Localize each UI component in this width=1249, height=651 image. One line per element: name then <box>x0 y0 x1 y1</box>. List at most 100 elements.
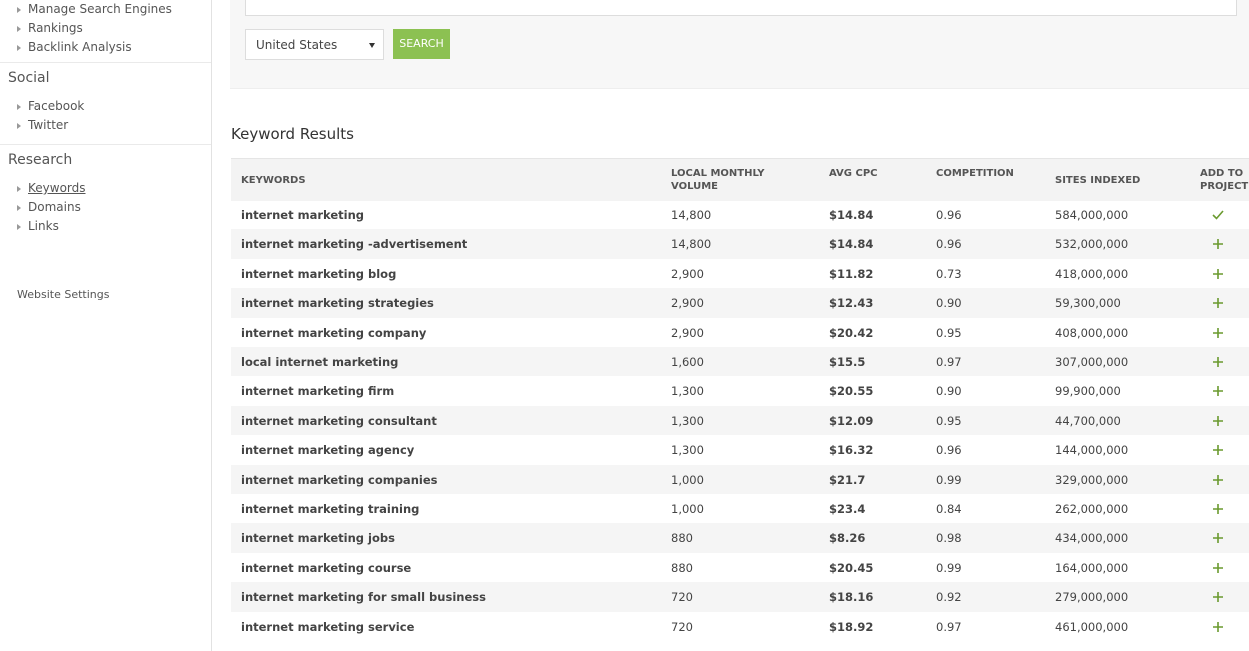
settings-link[interactable]: Website Settings <box>17 288 110 301</box>
result-cell: $18.16 <box>829 590 874 605</box>
nav-link[interactable]: Rankings <box>28 21 83 35</box>
result-cell: 2,900 <box>671 325 704 340</box>
result-cell: 59,300,000 <box>1055 296 1121 311</box>
result-cell: 461,000,000 <box>1055 619 1129 634</box>
nav-arrow <box>17 26 21 32</box>
result-cell: $20.45 <box>829 560 874 575</box>
nav-link[interactable]: Manage Search Engines <box>28 2 172 16</box>
result-cell: 0.97 <box>936 355 962 369</box>
result-cell: 880 <box>671 560 693 575</box>
add-icon[interactable] <box>1211 267 1225 281</box>
result-cell: 0.99 <box>936 472 962 487</box>
result-cell: internet marketing service <box>241 619 415 634</box>
result-cell: 44,700,000 <box>1055 413 1121 428</box>
nav-arrow <box>17 7 21 13</box>
result-cell: $20.42 <box>829 325 874 340</box>
result-cell: 279,000,000 <box>1055 590 1129 605</box>
nav-arrow <box>17 186 21 192</box>
result-cell: $12.43 <box>829 296 874 311</box>
result-cell: internet marketing companies <box>241 472 438 487</box>
result-cell: 1,300 <box>671 413 704 428</box>
icon-shape <box>1213 445 1223 456</box>
result-cell: internet marketing for small business <box>241 590 486 605</box>
add-icon[interactable] <box>1211 384 1225 398</box>
result-cell: 14,800 <box>671 208 712 222</box>
result-cell: 584,000,000 <box>1055 208 1129 222</box>
icon-shape <box>1212 210 1224 220</box>
add-icon[interactable] <box>1211 561 1225 575</box>
result-cell: internet marketing agency <box>241 443 415 458</box>
result-row: internet marketing for small business 720… <box>231 582 1249 612</box>
icon-shape <box>1213 533 1223 544</box>
add-icon[interactable] <box>1211 443 1225 457</box>
result-cell: $23.4 <box>829 502 866 516</box>
icon-shape <box>1213 239 1223 250</box>
result-cell: 1,000 <box>671 472 704 487</box>
nav-link[interactable]: Links <box>28 219 59 233</box>
result-cell: $18.92 <box>829 619 874 634</box>
result-row: internet marketing firm 1,300 $20.55 0.90 99… <box>231 376 1249 405</box>
result-row: internet marketing agency 1,300 $16.32 0.96… <box>231 435 1249 464</box>
result-cell: 0.92 <box>936 590 962 605</box>
result-cell: internet marketing course <box>241 560 412 575</box>
icon-shape <box>1213 474 1223 485</box>
result-row: internet marketing strategies 2,900 $12.43… <box>231 288 1249 318</box>
add-icon[interactable] <box>1211 237 1225 251</box>
keyword-textarea[interactable] <box>245 0 1237 16</box>
result-cell: internet marketing consultant <box>241 413 437 428</box>
added-icon[interactable] <box>1211 208 1225 222</box>
country-select[interactable]: United States <box>245 29 384 60</box>
icon-shape <box>1213 327 1223 338</box>
result-cell: 164,000,000 <box>1055 560 1129 575</box>
result-cell: 0.96 <box>936 237 962 252</box>
nav-link[interactable]: Domains <box>28 200 81 214</box>
add-icon[interactable] <box>1211 296 1225 310</box>
add-icon[interactable] <box>1211 473 1225 487</box>
result-cell: internet marketing blog <box>241 266 397 281</box>
result-cell: 1,600 <box>671 355 704 369</box>
result-row: internet marketing consultant 1,300 $12.09… <box>231 405 1249 436</box>
result-cell: 1,300 <box>671 443 704 458</box>
icon-shape <box>1213 268 1223 279</box>
search-button[interactable]: SEARCH <box>393 29 450 59</box>
nav-link[interactable]: Keywords <box>28 181 86 195</box>
result-cell: internet marketing firm <box>241 384 395 399</box>
result-cell: internet marketing jobs <box>241 531 395 546</box>
nav-arrow <box>17 123 21 129</box>
icon-shape <box>1213 298 1223 309</box>
add-icon[interactable] <box>1211 620 1225 634</box>
result-cell: 0.99 <box>936 560 962 575</box>
icon-shape <box>1213 562 1223 573</box>
add-icon[interactable] <box>1211 326 1225 340</box>
result-cell: internet marketing -advertisement <box>241 237 468 252</box>
result-cell: $14.84 <box>829 237 874 252</box>
result-cell: 418,000,000 <box>1055 266 1129 281</box>
result-cell: 720 <box>671 619 693 634</box>
section-divider <box>0 144 211 145</box>
nav-link[interactable]: Twitter <box>28 118 69 132</box>
result-row: internet marketing 14,800 $14.84 0.96 584,00… <box>231 200 1249 229</box>
nav-link[interactable]: Backlink Analysis <box>28 40 132 54</box>
icon-shape <box>1213 621 1223 632</box>
column-header: SITES INDEXED <box>1055 175 1141 186</box>
add-icon[interactable] <box>1211 590 1225 604</box>
sidebar: Manage Search Engines Rankings Backlink An… <box>0 0 212 651</box>
column-header: ADD TO PROJECT <box>1200 168 1249 192</box>
result-cell: 720 <box>671 590 693 605</box>
result-cell: 262,000,000 <box>1055 502 1129 516</box>
table-header: KEYWORDS LOCAL MONTHLY VOLUME AVG CPC COMPE… <box>231 158 1249 201</box>
add-icon[interactable] <box>1211 414 1225 428</box>
icon-shape <box>1213 592 1223 603</box>
column-header: AVG CPC <box>829 168 878 179</box>
result-row: internet marketing companies 1,000 $21.7 0.… <box>231 464 1249 494</box>
result-cell: 329,000,000 <box>1055 472 1129 487</box>
add-icon[interactable] <box>1211 355 1225 369</box>
country-value: United States <box>256 38 338 52</box>
result-cell: 880 <box>671 531 693 546</box>
add-icon[interactable] <box>1211 502 1225 516</box>
result-cell: 0.84 <box>936 502 962 516</box>
add-icon[interactable] <box>1211 531 1225 545</box>
nav-link[interactable]: Facebook <box>28 99 85 113</box>
result-cell: internet marketing strategies <box>241 296 434 311</box>
